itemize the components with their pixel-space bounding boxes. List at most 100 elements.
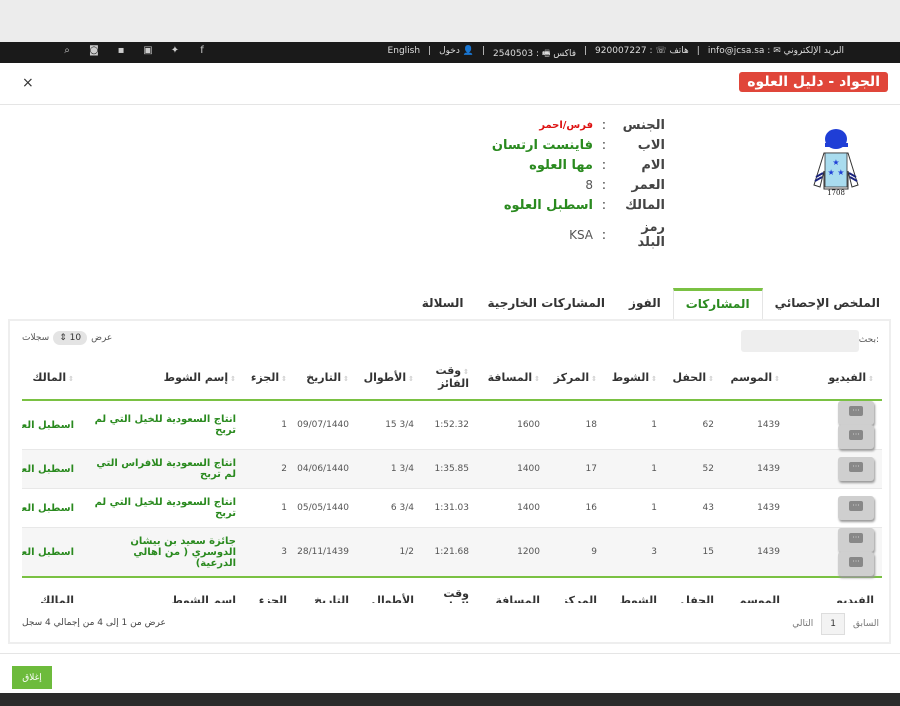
facebook-icon[interactable]: f (200, 45, 204, 56)
top-nav-bar: البريد الإلكتروني ✉ : info@jcsa.sa | هاتف… (0, 42, 900, 63)
sort-icon: ⇕ (281, 374, 287, 383)
cell-distance: 1600 (477, 399, 548, 450)
sort-icon: ⇕ (591, 374, 597, 383)
twitter-icon[interactable]: ✦ (170, 45, 180, 56)
cell-date: 04/06/1440 (295, 449, 357, 489)
info-label: رمز البلد (637, 220, 665, 250)
video-button[interactable] (838, 528, 874, 552)
column-header[interactable]: ⇕الحفل (665, 355, 722, 401)
prev-page[interactable]: السابق (852, 619, 879, 629)
column-header[interactable]: ⇕المسافة (477, 355, 548, 401)
cell-time: 1:31.03 (422, 488, 477, 528)
page-length-select[interactable]: 10 ⇕ (53, 331, 88, 345)
column-header: إسم الشوط (82, 576, 244, 603)
column-header[interactable]: ⇕التاريخ (295, 355, 357, 401)
entries-table-scroll[interactable]: ⇕الفيديو ⇕الموسم ⇕الحفل ⇕الشوط ⇕المركز ⇕المسا… (22, 355, 882, 603)
tab-2[interactable]: الفوز (629, 296, 661, 310)
column-header: الموسم (722, 576, 788, 603)
svg-text:★ ★: ★ ★ (828, 168, 845, 177)
tab-1[interactable]: المشاركات (672, 288, 763, 319)
close-icon[interactable]: × (22, 75, 34, 91)
language-link[interactable]: English (387, 46, 421, 56)
sort-icon: ⇕ (534, 374, 540, 383)
fax-text: فاكس 🖷 : 2540503 (492, 49, 576, 59)
video-button[interactable] (838, 425, 874, 449)
close-button[interactable]: إغلاق (12, 666, 52, 689)
info-label: المالك (625, 197, 665, 213)
cell-owner[interactable]: اسطبل العلوه (22, 449, 82, 489)
info-value: اسطبل العلوه (503, 197, 593, 213)
cell-race-name[interactable]: جائزة سعيد بن بيشان الدوسري ( من اهالي ا… (82, 527, 244, 577)
tab-0[interactable]: الملخص الإحصائي (774, 296, 880, 310)
entries-panel: بحث: عرض 10 ⇕ سجلات ⇕الفيديو ⇕الموسم ⇕الحف… (8, 319, 891, 644)
instagram-icon[interactable]: ◙ (89, 45, 99, 56)
column-header: المركز (548, 576, 605, 603)
cell-lengths: 3/4 15 (357, 399, 422, 450)
sort-icon: ⇕ (343, 374, 349, 383)
cell-distance: 1400 (477, 488, 548, 528)
cell-meeting: 52 (665, 449, 722, 489)
horse-info: الجنس: فرس/احمر الاب: فاينست ارتسان الام: مها… (492, 115, 665, 255)
cell-race: 1 (605, 449, 665, 489)
column-header[interactable]: ⇕الجزء (244, 355, 295, 401)
info-row: المالك: اسطبل العلوه (503, 197, 665, 213)
cell-part: 1 (244, 488, 295, 528)
cell-date: 28/11/1439 (295, 527, 357, 577)
sort-icon: ⇕ (68, 374, 74, 383)
column-header: الشوط (605, 576, 665, 603)
sort-icon: ⇕ (708, 374, 714, 383)
sort-icon: ⇕ (651, 374, 657, 383)
column-header[interactable]: ⇕المالك (22, 355, 82, 401)
cell-race-name[interactable]: انتاج السعودية للخيل التي لم تربح (82, 488, 244, 528)
cell-date: 09/07/1440 (295, 399, 357, 450)
tab-3[interactable]: المشاركات الخارجية (487, 296, 606, 310)
column-header[interactable]: ⇕الفيديو (788, 355, 882, 401)
info-value: فرس/احمر (539, 119, 593, 131)
column-header[interactable]: ⇕وقت الفائز (422, 355, 477, 401)
horse-modal: الجواد - دليل العلوه × ★ ★ ★ 1708 الجنس:… (0, 63, 900, 693)
column-header: الجزء (244, 576, 295, 603)
silk-number: 1708 (827, 189, 845, 197)
video-cell (788, 527, 882, 577)
flickr-icon[interactable]: ▪ (117, 45, 125, 56)
cell-race: 1 (605, 488, 665, 528)
column-header: الأطوال (357, 576, 422, 603)
cell-time: 1:21.68 (422, 527, 477, 577)
pagination: السابق 1 التالي (792, 613, 879, 635)
cell-owner[interactable]: اسطبل العلوه (22, 399, 82, 450)
search-icon[interactable]: ⌕ (64, 45, 70, 56)
next-page[interactable]: التالي (792, 619, 814, 629)
cell-part: 1 (244, 399, 295, 450)
column-header[interactable]: ⇕إسم الشوط (82, 355, 244, 401)
cell-race: 1 (605, 399, 665, 450)
cell-lengths: 3/4 6 (357, 488, 422, 528)
search-input[interactable] (741, 330, 859, 352)
video-button[interactable] (838, 552, 874, 576)
sort-icon: ⇕ (463, 368, 469, 376)
email-link[interactable]: البريد الإلكتروني ✉ : info@jcsa.sa (707, 46, 844, 56)
cell-race-name[interactable]: انتاج السعودية للافراس التي لم تربح (82, 449, 244, 489)
phone-text: هاتف ☏ : 920007227 (595, 46, 689, 56)
cell-race-name[interactable]: انتاج السعودية للخيل التي لم تربح (82, 399, 244, 450)
cell-owner[interactable]: اسطبل العلوه (22, 527, 82, 577)
video-button[interactable] (838, 457, 874, 481)
page-1[interactable]: 1 (821, 613, 845, 635)
column-header[interactable]: ⇕الموسم (722, 355, 788, 401)
column-header[interactable]: ⇕الأطوال (357, 355, 422, 401)
login-link[interactable]: 👤 دخول (439, 46, 474, 56)
video-button[interactable] (838, 496, 874, 520)
cell-owner[interactable]: اسطبل العلوه (22, 488, 82, 528)
svg-text:★: ★ (832, 158, 839, 167)
tab-4[interactable]: السلالة (421, 296, 464, 310)
youtube-icon[interactable]: ▣ (143, 45, 153, 56)
sort-icon: ⇕ (408, 374, 414, 383)
column-header[interactable]: ⇕الشوط (605, 355, 665, 401)
sort-icon: ⇕ (230, 374, 236, 383)
info-row: الاب: فاينست ارتسان (491, 137, 665, 153)
info-label: الجنس (622, 117, 665, 133)
video-button[interactable] (838, 401, 874, 425)
cell-meeting: 15 (665, 527, 722, 577)
sort-icon: ⇕ (868, 374, 874, 383)
column-header[interactable]: ⇕المركز (548, 355, 605, 401)
cell-race: 3 (605, 527, 665, 577)
